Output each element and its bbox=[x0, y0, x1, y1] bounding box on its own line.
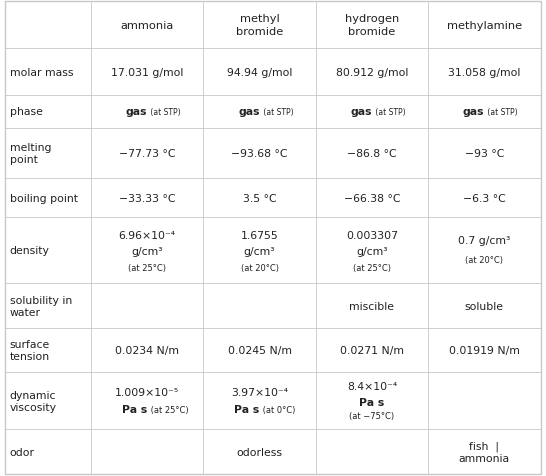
Text: hydrogen
bromide: hydrogen bromide bbox=[345, 14, 399, 37]
Text: 0.0234 N/m: 0.0234 N/m bbox=[115, 346, 179, 356]
Text: 80.912 g/mol: 80.912 g/mol bbox=[336, 68, 408, 78]
Text: 1.6755: 1.6755 bbox=[241, 231, 278, 241]
Text: ammonia: ammonia bbox=[121, 21, 174, 31]
Text: gas: gas bbox=[126, 107, 147, 117]
Text: −86.8 °C: −86.8 °C bbox=[347, 149, 397, 159]
Text: surface
tension: surface tension bbox=[10, 339, 50, 362]
Text: −66.38 °C: −66.38 °C bbox=[344, 193, 400, 203]
Text: 1.009×10⁻⁵: 1.009×10⁻⁵ bbox=[115, 387, 179, 397]
Text: (at 0°C): (at 0°C) bbox=[260, 405, 295, 414]
Text: −77.73 °C: −77.73 °C bbox=[119, 149, 175, 159]
Text: 3.5 °C: 3.5 °C bbox=[243, 193, 276, 203]
Text: g/cm³: g/cm³ bbox=[132, 247, 163, 257]
Text: −33.33 °C: −33.33 °C bbox=[119, 193, 175, 203]
Text: miscible: miscible bbox=[349, 301, 395, 311]
Text: gas: gas bbox=[351, 107, 372, 117]
Text: methyl
bromide: methyl bromide bbox=[236, 14, 283, 37]
Text: soluble: soluble bbox=[465, 301, 504, 311]
Text: 94.94 g/mol: 94.94 g/mol bbox=[227, 68, 292, 78]
Text: molar mass: molar mass bbox=[10, 68, 73, 78]
Text: phase: phase bbox=[10, 107, 43, 117]
Text: 31.058 g/mol: 31.058 g/mol bbox=[448, 68, 520, 78]
Text: odor: odor bbox=[10, 446, 35, 456]
Text: −93.68 °C: −93.68 °C bbox=[232, 149, 288, 159]
Text: (at 25°C): (at 25°C) bbox=[148, 405, 188, 414]
Text: (at 20°C): (at 20°C) bbox=[241, 263, 278, 272]
Text: (at 25°C): (at 25°C) bbox=[128, 263, 166, 272]
Text: (at 25°C): (at 25°C) bbox=[353, 263, 391, 272]
Text: 0.7 g/cm³: 0.7 g/cm³ bbox=[458, 236, 511, 246]
Text: −6.3 °C: −6.3 °C bbox=[463, 193, 506, 203]
Text: gas: gas bbox=[463, 107, 484, 117]
Text: (at STP): (at STP) bbox=[261, 108, 293, 117]
Text: Pa s: Pa s bbox=[122, 405, 147, 415]
Text: odorless: odorless bbox=[236, 446, 283, 456]
Text: solubility in
water: solubility in water bbox=[10, 295, 72, 317]
Text: (at 20°C): (at 20°C) bbox=[465, 256, 503, 265]
Text: boiling point: boiling point bbox=[10, 193, 78, 203]
Text: density: density bbox=[10, 246, 50, 256]
Text: 0.0245 N/m: 0.0245 N/m bbox=[228, 346, 292, 356]
Text: gas: gas bbox=[238, 107, 260, 117]
Text: melting
point: melting point bbox=[10, 143, 51, 165]
Text: fish  |
ammonia: fish | ammonia bbox=[459, 440, 510, 463]
Text: dynamic
viscosity: dynamic viscosity bbox=[10, 390, 57, 412]
Text: 6.96×10⁻⁴: 6.96×10⁻⁴ bbox=[118, 231, 176, 241]
Text: (at −75°C): (at −75°C) bbox=[349, 411, 395, 420]
Text: (at STP): (at STP) bbox=[485, 108, 518, 117]
Text: Pa s: Pa s bbox=[359, 397, 384, 407]
Text: methylamine: methylamine bbox=[447, 21, 522, 31]
Text: (at STP): (at STP) bbox=[149, 108, 181, 117]
Text: (at STP): (at STP) bbox=[373, 108, 406, 117]
Text: 17.031 g/mol: 17.031 g/mol bbox=[111, 68, 183, 78]
Text: 3.97×10⁻⁴: 3.97×10⁻⁴ bbox=[231, 387, 288, 397]
Text: g/cm³: g/cm³ bbox=[244, 247, 275, 257]
Text: 0.003307: 0.003307 bbox=[346, 231, 398, 241]
Text: 0.0271 N/m: 0.0271 N/m bbox=[340, 346, 404, 356]
Text: 8.4×10⁻⁴: 8.4×10⁻⁴ bbox=[347, 382, 397, 392]
Text: g/cm³: g/cm³ bbox=[356, 247, 388, 257]
Text: 0.01919 N/m: 0.01919 N/m bbox=[449, 346, 520, 356]
Text: Pa s: Pa s bbox=[234, 405, 260, 415]
Text: −93 °C: −93 °C bbox=[465, 149, 504, 159]
